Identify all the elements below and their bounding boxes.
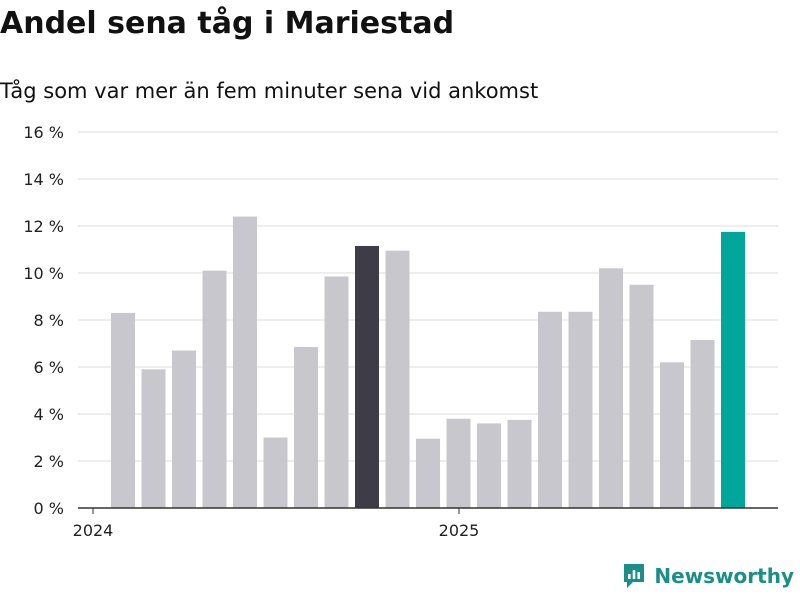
chart-subtitle: Tåg som var mer än fem minuter sena vid … xyxy=(0,79,539,103)
brand-name: Newsworthy xyxy=(654,564,794,588)
bar xyxy=(233,216,257,508)
bar xyxy=(111,312,135,508)
bar xyxy=(599,268,623,508)
y-tick-label: 6 % xyxy=(34,358,64,377)
brand-logo: Newsworthy xyxy=(622,562,794,590)
bar xyxy=(263,437,288,508)
bar xyxy=(477,423,501,508)
bar xyxy=(629,284,654,508)
y-tick-label: 8 % xyxy=(34,311,64,330)
bar xyxy=(355,245,379,508)
bar xyxy=(690,339,715,508)
bar xyxy=(507,419,532,508)
bar xyxy=(141,369,166,508)
y-tick-label: 2 % xyxy=(34,452,64,471)
newsworthy-logo-icon xyxy=(624,564,645,588)
x-tick-label: 2024 xyxy=(73,521,114,540)
y-tick-label: 0 % xyxy=(34,499,64,518)
y-tick-label: 10 % xyxy=(23,264,64,283)
bar xyxy=(721,231,745,508)
y-tick-label: 4 % xyxy=(34,405,64,424)
bar xyxy=(324,276,349,508)
x-tick-label: 2025 xyxy=(439,521,480,540)
bar xyxy=(416,438,440,508)
bar xyxy=(202,270,227,508)
bar xyxy=(538,311,562,508)
bar xyxy=(568,311,593,508)
bar xyxy=(172,350,196,508)
bar xyxy=(385,250,410,509)
y-tick-label: 16 % xyxy=(23,123,64,142)
bar xyxy=(660,362,684,508)
y-tick-label: 12 % xyxy=(23,217,64,236)
bar xyxy=(446,418,471,508)
y-tick-label: 14 % xyxy=(23,170,64,189)
chart-title: Andel sena tåg i Mariestad xyxy=(0,6,455,41)
bar xyxy=(294,347,318,508)
